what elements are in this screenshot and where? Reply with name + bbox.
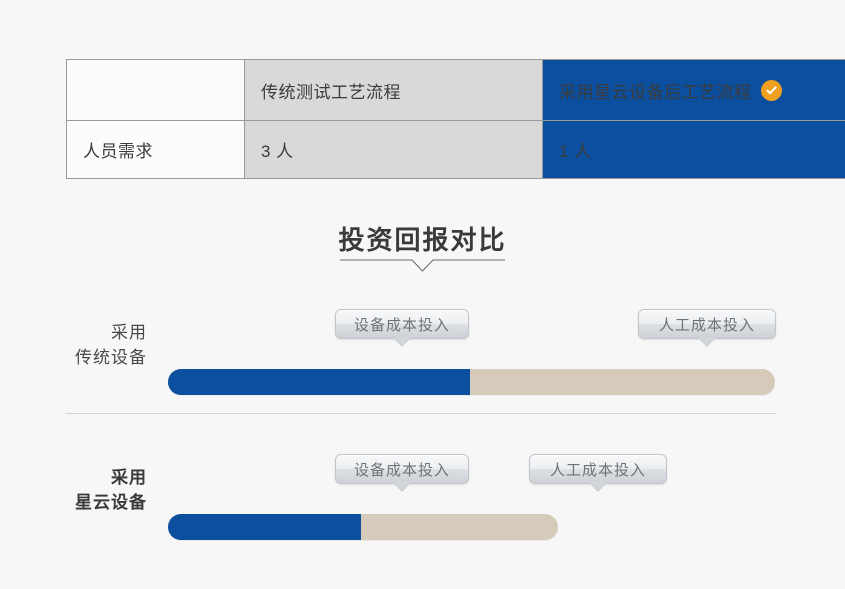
chart-row-label-nebula: 采用 星云设备	[7, 465, 147, 515]
table-cell-row-label: 人员需求	[66, 120, 245, 179]
v-notch-rule-icon	[340, 259, 505, 272]
chart-row-label-line2: 星云设备	[75, 493, 147, 512]
table-header-nebula-label: 采用星云设备后工艺流程	[559, 82, 752, 102]
callout-labor-cost-nebula: 人工成本投入	[529, 454, 667, 492]
callout-labor-cost-traditional: 人工成本投入	[638, 309, 776, 347]
table-header-row: 传统测试工艺流程 采用星云设备后工艺流程	[66, 59, 845, 121]
bar-track-nebula	[168, 514, 558, 540]
callout-device-cost-nebula: 设备成本投入	[335, 454, 469, 492]
table-header-cell-traditional: 传统测试工艺流程	[244, 59, 543, 121]
chart-row-label-traditional: 采用 传统设备	[7, 320, 147, 370]
roi-comparison-chart: 采用 传统设备 设备成本投入 人工成本投入 采用 星云设备 设备成本投入 人工成…	[0, 280, 845, 560]
callout-device-cost-traditional: 设备成本投入	[335, 309, 469, 347]
chart-row-label-line2: 传统设备	[75, 348, 147, 367]
bar-segment-device-cost-traditional	[168, 369, 470, 395]
comparison-table: 传统测试工艺流程 采用星云设备后工艺流程 人员需求 3 人 1 人	[66, 59, 845, 179]
row-divider	[66, 413, 776, 414]
table-header-cell-nebula: 采用星云设备后工艺流程	[542, 59, 845, 121]
table-row: 人员需求 3 人 1 人	[66, 120, 845, 179]
bar-track-traditional	[168, 369, 775, 395]
table-header-cell-blank	[66, 59, 245, 121]
chart-row-label-line1: 采用	[111, 468, 147, 487]
table-cell-nebula-value: 1 人	[542, 120, 845, 179]
table-cell-traditional-value: 3 人	[244, 120, 543, 179]
bar-segment-device-cost-nebula	[168, 514, 361, 540]
chart-row-nebula: 采用 星云设备 设备成本投入 人工成本投入	[0, 435, 845, 555]
chart-row-traditional: 采用 传统设备 设备成本投入 人工成本投入	[0, 290, 845, 410]
page-title: 投资回报对比	[338, 225, 507, 255]
check-circle-icon	[760, 79, 782, 101]
chart-row-label-line1: 采用	[111, 323, 147, 342]
